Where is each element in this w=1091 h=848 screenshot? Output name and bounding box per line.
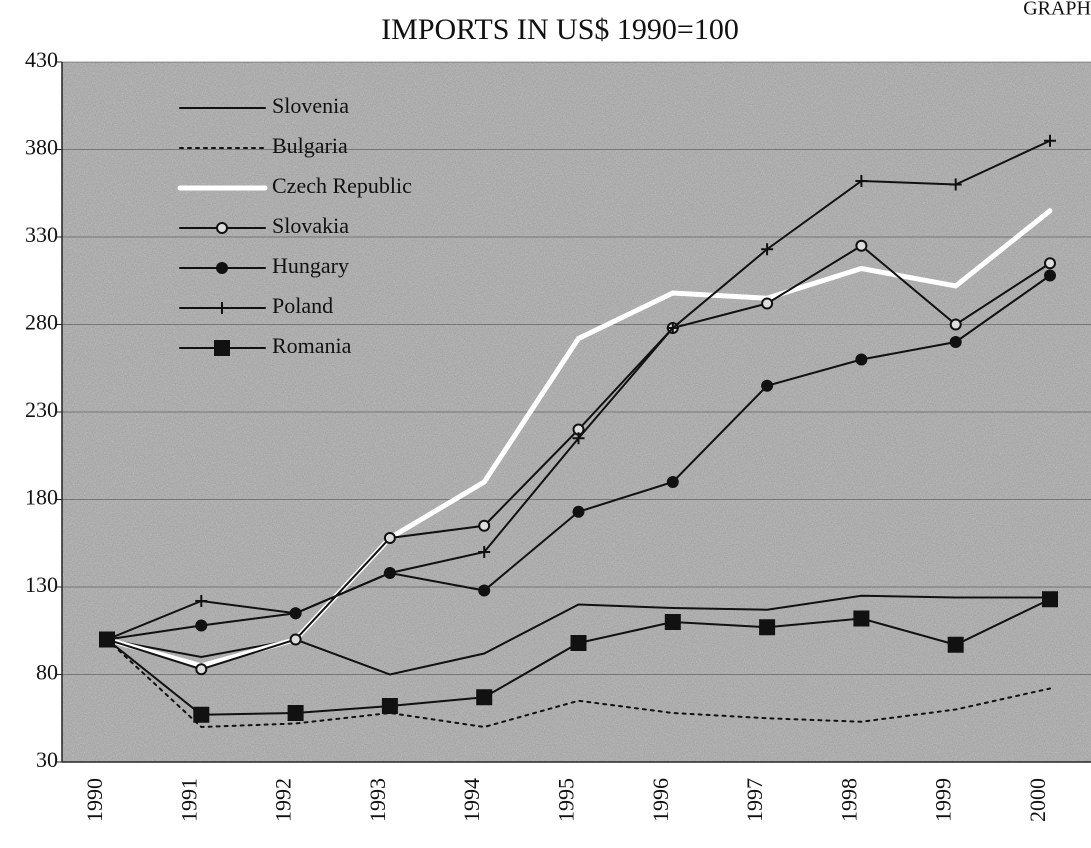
x-tick-label: 1992 [271, 778, 296, 822]
legend-label: Slovakia [272, 213, 349, 238]
data-point [1044, 269, 1056, 282]
x-tick-label: 1994 [459, 778, 484, 822]
data-point [383, 532, 396, 544]
data-point [381, 698, 398, 714]
y-tick-label: 30 [36, 747, 58, 772]
y-tick-label: 330 [25, 222, 58, 247]
x-tick-label: 1995 [554, 778, 579, 822]
chart-title: IMPORTS IN US$ 1990=100 [381, 13, 739, 46]
x-tick-label: 1990 [82, 778, 107, 822]
legend-marker [216, 302, 228, 314]
legend-marker [214, 340, 230, 356]
data-point [949, 336, 962, 348]
x-tick-label: 1993 [365, 778, 390, 822]
corner-label: GRAPH [1023, 0, 1091, 20]
data-point [195, 663, 208, 676]
legend-label: Czech Republic [272, 173, 412, 198]
legend-label: Romania [272, 333, 352, 358]
data-point [664, 614, 681, 630]
data-point [761, 379, 774, 392]
data-point [761, 297, 774, 310]
y-tick-label: 380 [25, 135, 58, 160]
legend-marker [216, 222, 228, 234]
x-tick-label: 1997 [742, 778, 767, 822]
x-tick-label: 1999 [931, 778, 956, 822]
legend-label: Slovenia [272, 93, 349, 118]
data-point [853, 610, 870, 627]
data-point [478, 584, 491, 597]
legend-label: Bulgaria [272, 133, 348, 158]
x-tick-label: 1998 [836, 778, 861, 822]
data-point [855, 353, 868, 366]
series-line [106, 594, 1051, 676]
y-tick-label: 80 [36, 660, 58, 685]
data-point [759, 619, 776, 636]
x-tick-label: 1996 [648, 778, 673, 822]
data-point [949, 318, 962, 331]
data-point [383, 567, 396, 579]
data-point [761, 243, 774, 256]
data-point [572, 432, 585, 445]
x-tick-label: 2000 [1025, 778, 1050, 822]
data-point [666, 322, 679, 334]
data-point [195, 595, 208, 607]
data-point [570, 635, 587, 651]
data-point [193, 706, 210, 723]
data-point [99, 631, 115, 648]
data-point [666, 476, 679, 488]
y-tick-label: 230 [25, 397, 58, 422]
legend-marker [216, 262, 228, 274]
legend-label: Poland [272, 293, 333, 318]
data-point [287, 705, 304, 721]
data-point [947, 636, 964, 653]
y-tick-label: 280 [25, 310, 58, 335]
data-point [949, 178, 962, 191]
legend-label: Hungary [272, 253, 349, 278]
data-point [1044, 257, 1056, 270]
y-tick-label: 130 [25, 572, 58, 597]
data-point [195, 619, 208, 632]
data-point [855, 239, 868, 252]
series-line [106, 638, 1051, 729]
data-point [1042, 591, 1058, 608]
y-tick-label: 180 [25, 485, 58, 510]
data-point [478, 546, 491, 558]
data-point [478, 519, 491, 532]
data-point [1044, 134, 1056, 147]
y-tick-label: 430 [25, 47, 58, 72]
data-point [572, 505, 585, 518]
data-point [855, 175, 868, 187]
series-line [104, 208, 1053, 669]
x-tick-label: 1991 [176, 778, 201, 822]
data-point [476, 689, 493, 706]
data-point [289, 607, 302, 620]
data-point [289, 633, 302, 646]
